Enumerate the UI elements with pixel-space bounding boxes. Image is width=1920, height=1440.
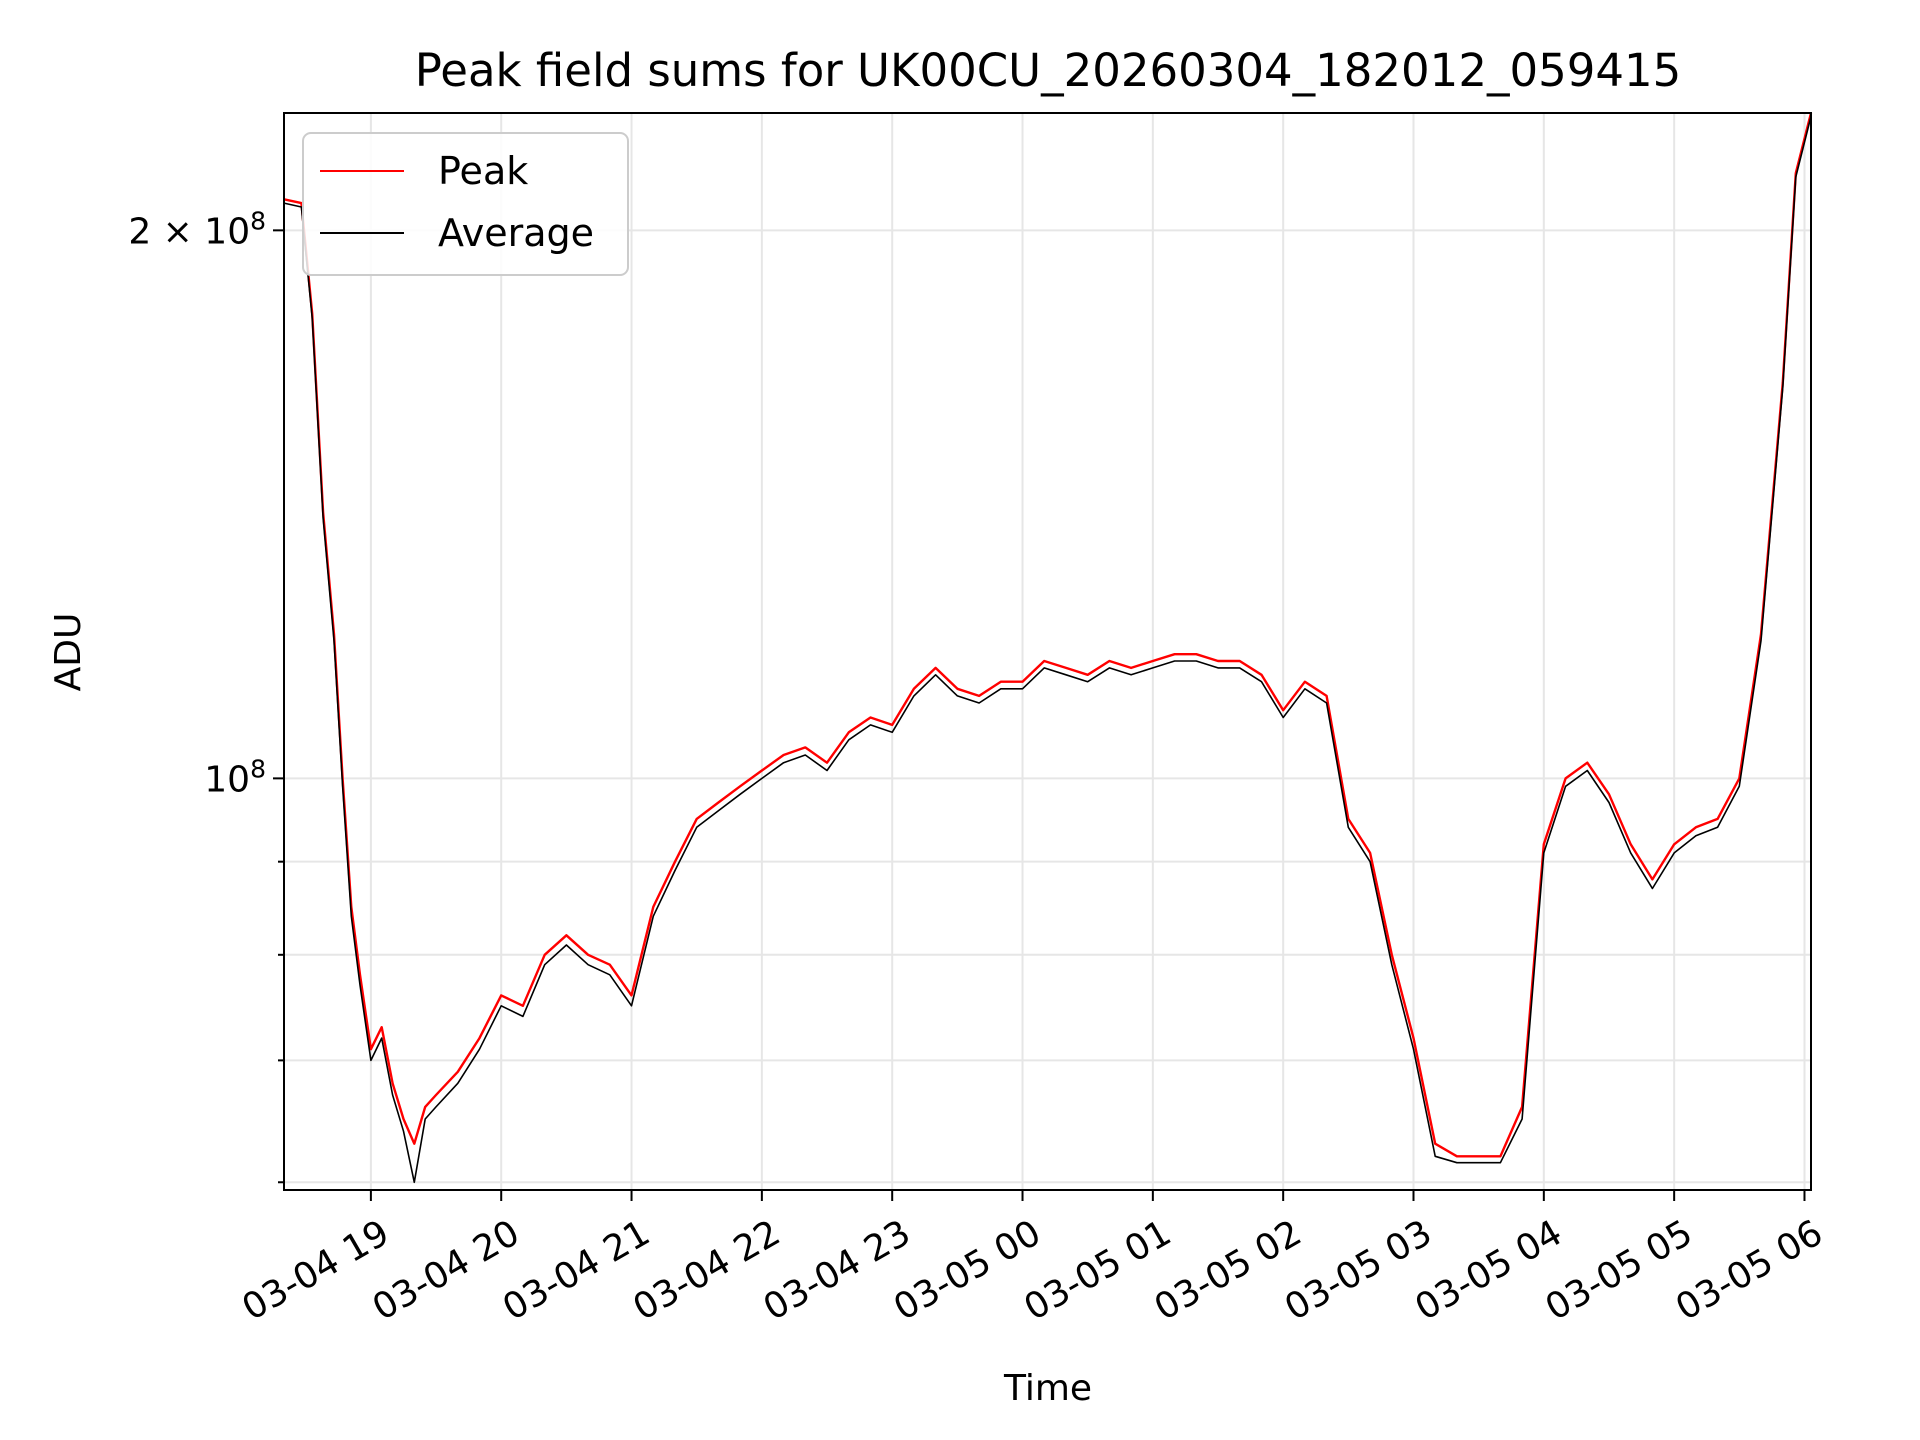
series-layer: [283, 112, 1813, 1184]
legend-label-peak: Peak: [438, 149, 528, 193]
grid-lines: [284, 113, 1811, 1190]
series-line-peak: [283, 112, 1813, 1158]
plot-area-frame: [283, 112, 1812, 1191]
x-axis-label: Time: [1003, 1368, 1092, 1409]
legend-label-average: Average: [438, 211, 594, 255]
y-axis-label: ADU: [48, 613, 89, 692]
y-axis: 108 2 × 108: [128, 206, 284, 1184]
chart-title: Peak field sums for UK00CU_20260304_1820…: [415, 44, 1681, 97]
y-tick-label: 108: [204, 754, 266, 800]
series-line-average: [283, 116, 1812, 1184]
legend: Peak Average: [302, 132, 629, 276]
legend-box: [302, 132, 629, 276]
y-tick-label: 2 × 108: [128, 206, 266, 252]
